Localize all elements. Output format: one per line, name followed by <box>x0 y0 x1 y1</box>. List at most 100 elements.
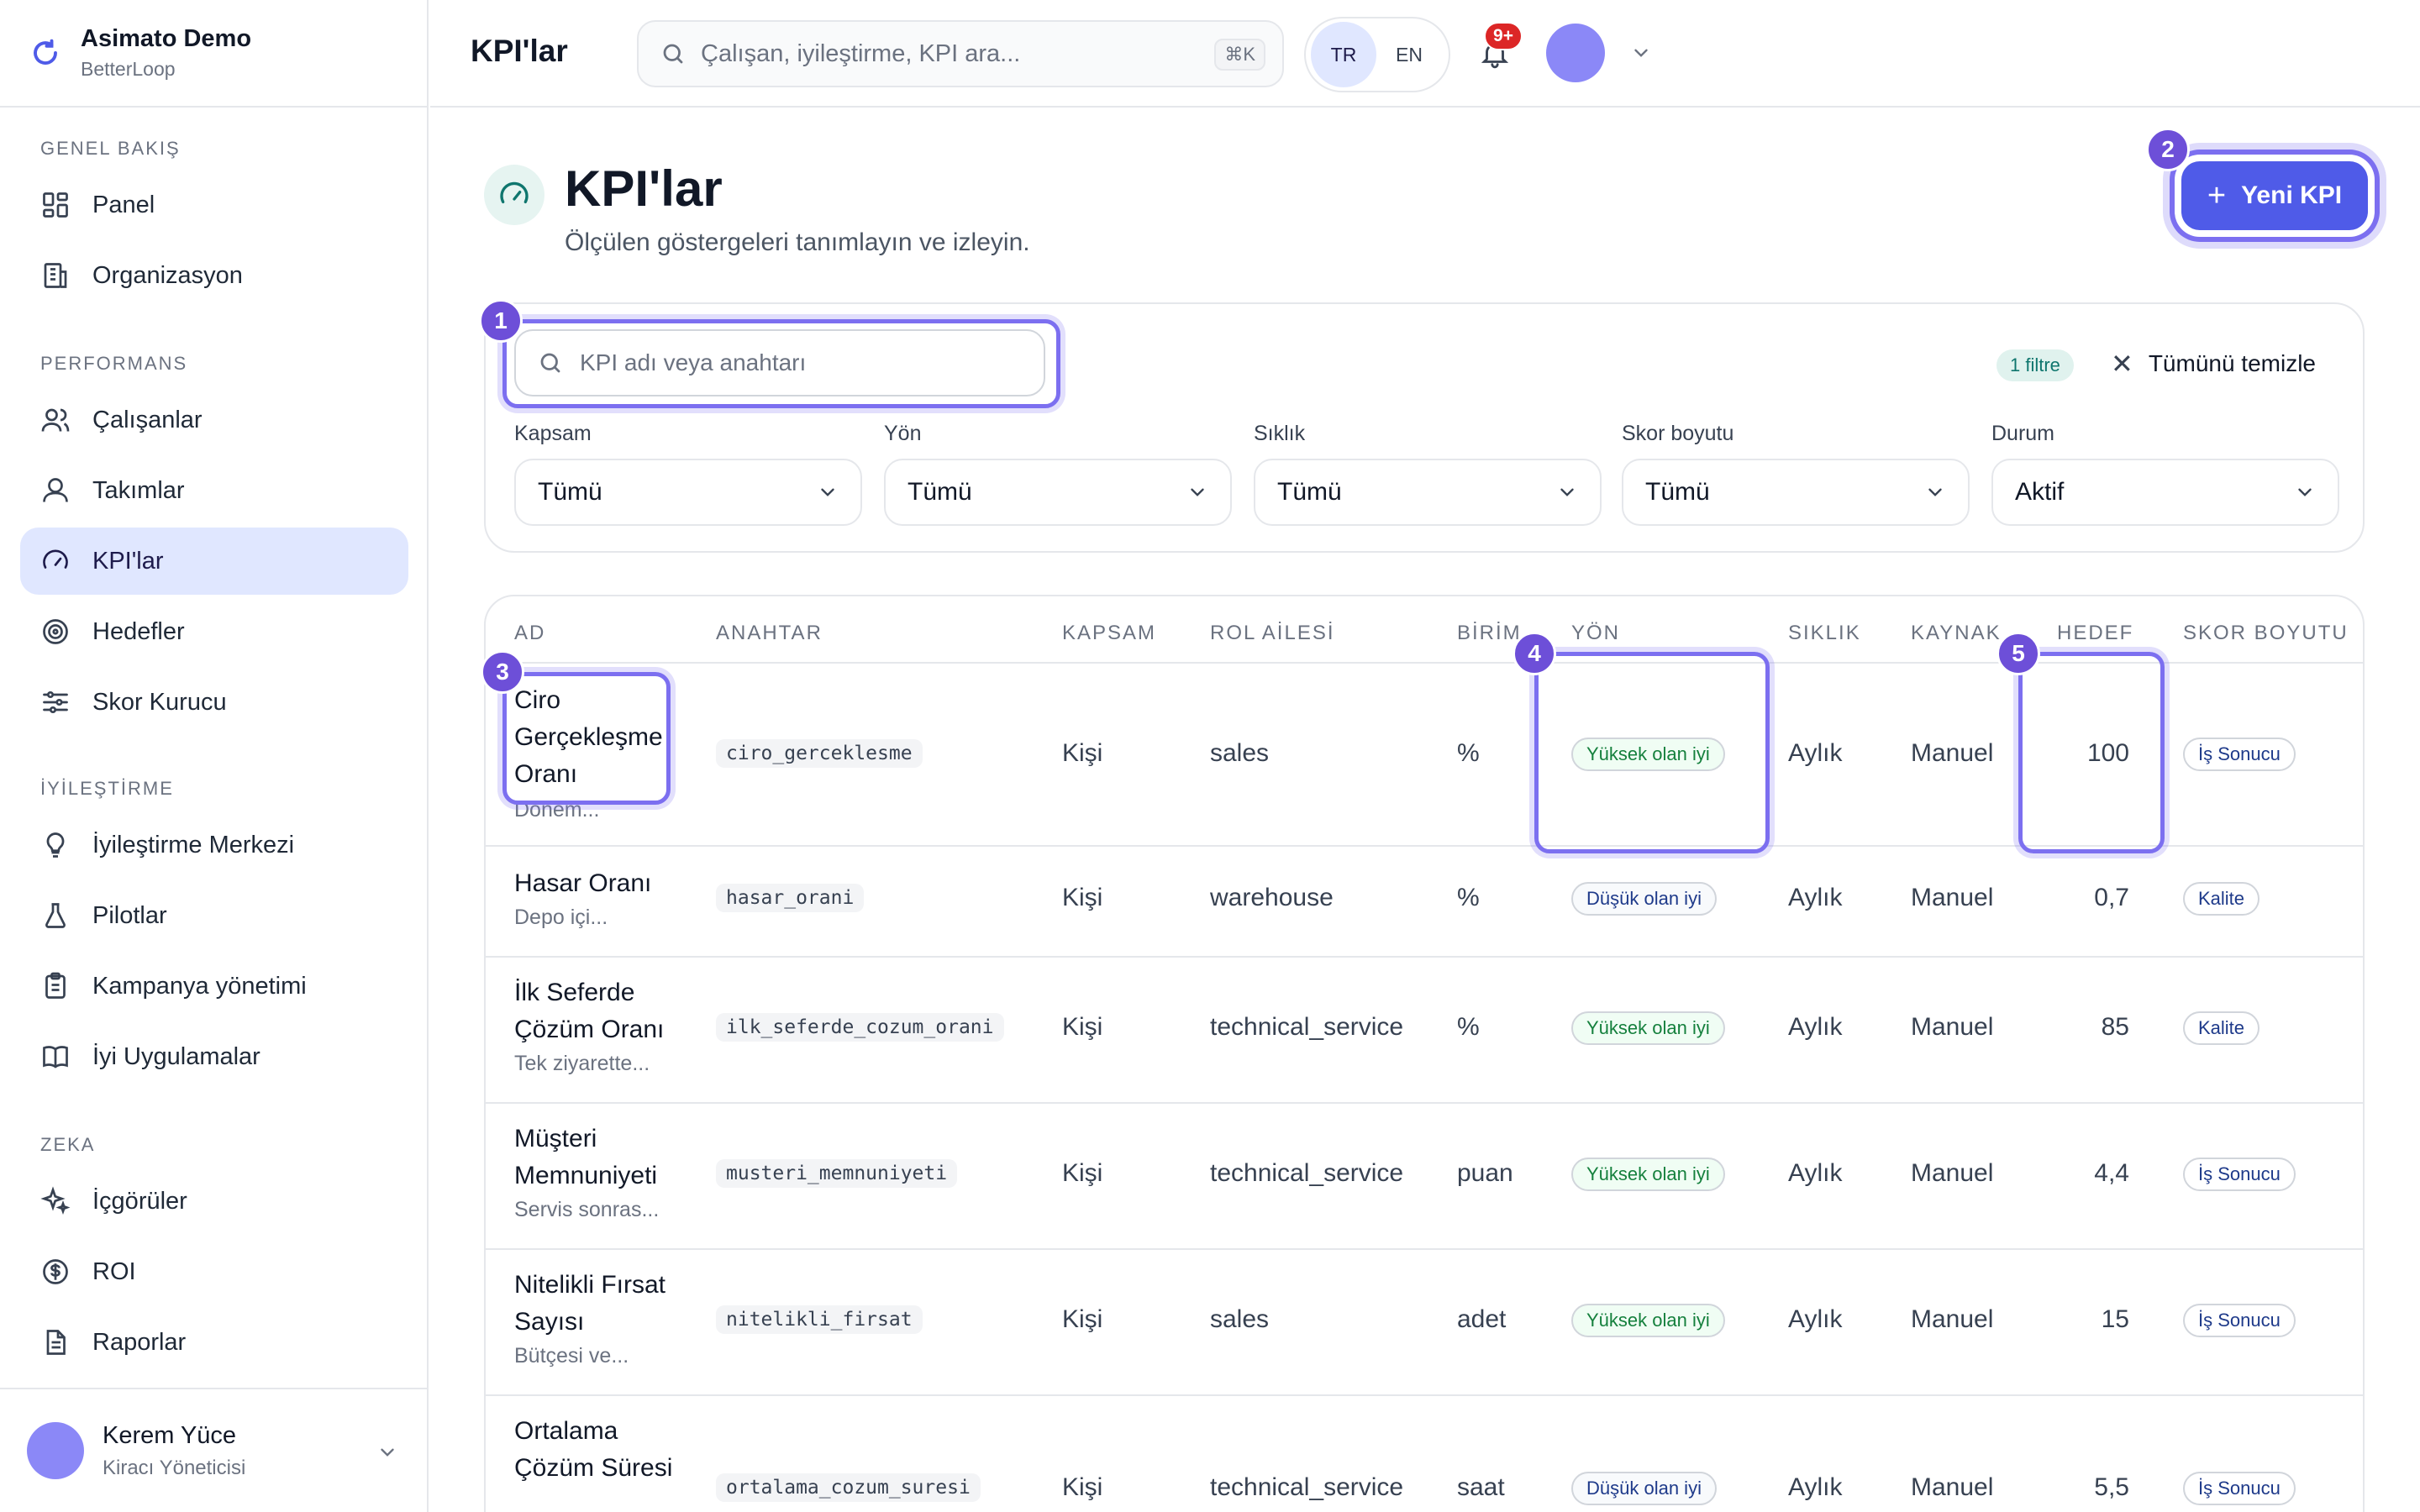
plus-icon: + <box>2207 177 2227 213</box>
sidebar-item-label: Takımlar <box>92 476 185 504</box>
kpi-name[interactable]: Ortalama Çözüm Süresi <box>514 1417 673 1482</box>
sidebar-item-icgoruler[interactable]: İçgörüler <box>20 1168 408 1235</box>
kpi-name[interactable]: Hasar Oranı <box>514 869 652 897</box>
sidebar-item-iyi-uygulamalar[interactable]: İyi Uygulamalar <box>20 1023 408 1090</box>
filter-count-badge: 1 filtre <box>1996 349 2074 381</box>
kpi-direction-badge: Yüksek olan iyi <box>1571 1158 1725 1191</box>
user-name: Kerem Yüce <box>103 1421 237 1449</box>
brand[interactable]: Asimato Demo BetterLoop <box>0 0 427 108</box>
kpi-source: Manuel <box>1911 1013 1994 1041</box>
column-header-yon[interactable]: YÖN <box>1571 622 1621 644</box>
sidebar-item-skor-kurucu[interactable]: Skor Kurucu <box>20 669 408 736</box>
sidebar-item-label: Çalışanlar <box>92 406 203 433</box>
kpi-score-dimension-badge: İş Sonucu <box>2183 1472 2296 1505</box>
kpi-search-input[interactable]: KPI adı veya anahtarı <box>514 329 1045 396</box>
kpi-direction-badge: Düşük olan iyi <box>1571 1472 1717 1505</box>
clear-filters-label: Tümünü temizle <box>2148 350 2316 376</box>
column-header-hedef[interactable]: HEDEF <box>2057 622 2134 644</box>
filter-select-kapsam[interactable]: Tümü <box>514 459 862 526</box>
sidebar-item-panel[interactable]: Panel <box>20 171 408 239</box>
kpi-target: 85 <box>2101 1013 2129 1041</box>
kpi-source: Manuel <box>1911 739 1994 767</box>
sidebar-item-calisanlar[interactable]: Çalışanlar <box>20 386 408 454</box>
kpi-name[interactable]: Ciro Gerçekleşme Oranı <box>514 686 663 788</box>
dollar-icon <box>43 1259 68 1284</box>
profile-avatar[interactable] <box>1546 24 1605 82</box>
refresh-logo-icon <box>34 39 57 65</box>
page-gauge-icon <box>484 165 544 225</box>
chevron-down-icon <box>1560 488 1574 496</box>
filter-label-durum: Durum <box>1991 422 2055 445</box>
sidebar-item-hedefler[interactable]: Hedefler <box>20 598 408 665</box>
lang-en-button[interactable]: EN <box>1396 43 1423 66</box>
close-icon: ✕ <box>2111 349 2133 379</box>
table-row[interactable]: Hasar Oranı Depo içi... hasar_orani Kişi… <box>486 845 2363 956</box>
sidebar-item-label: Raporlar <box>92 1328 187 1356</box>
nav-section-performance: PERFORMANS <box>40 353 188 374</box>
kpi-name[interactable]: Müşteri Memnuniyeti <box>514 1125 658 1189</box>
sidebar-item-roi[interactable]: ROI <box>20 1238 408 1305</box>
filter-select-siklik[interactable]: Tümü <box>1254 459 1602 526</box>
column-header-birim[interactable]: BİRİM <box>1457 622 1522 644</box>
column-header-skor-boyutu[interactable]: SKOR BOYUTU <box>2183 622 2349 644</box>
kpi-frequency: Aylık <box>1788 1473 1843 1501</box>
chevron-down-icon[interactable] <box>1630 42 1652 64</box>
sparkles-icon <box>40 1186 71 1215</box>
sidebar-item-raporlar[interactable]: Raporlar <box>20 1309 408 1376</box>
sidebar-item-iyilestirme-merkezi[interactable]: İyileştirme Merkezi <box>20 811 408 879</box>
sidebar-item-kampanya-yonetimi[interactable]: Kampanya yönetimi <box>20 953 408 1020</box>
annotation-marker-1: 1 <box>479 299 523 343</box>
kpi-description: Tek ziyarette... <box>514 1052 650 1075</box>
kpi-table: AD ANAHTAR KAPSAM ROL AİLESİ BİRİM YÖN S… <box>484 595 2365 1512</box>
kpi-score-dimension-badge: İş Sonucu <box>2183 738 2296 771</box>
notification-badge: 9+ <box>1484 22 1523 50</box>
annotation-marker-5: 5 <box>1996 632 2040 675</box>
filter-label-yon: Yön <box>884 422 922 445</box>
kpi-unit: puan <box>1457 1159 1513 1187</box>
column-header-rol-ailesi[interactable]: ROL AİLESİ <box>1210 622 1335 644</box>
lang-tr-button[interactable]: TR <box>1311 22 1376 87</box>
topbar: KPI'lar Çalışan, iyileştirme, KPI ara...… <box>430 0 2420 108</box>
column-header-ad[interactable]: AD <box>514 622 546 644</box>
book-icon <box>43 1046 68 1068</box>
clear-filters-button[interactable]: ✕ Tümünü temizle <box>2111 348 2316 380</box>
grid-icon <box>43 192 68 218</box>
sidebar: Asimato Demo BetterLoop GENEL BAKIŞ Pane… <box>0 0 429 1512</box>
user-menu[interactable]: Kerem Yüce Kiracı Yöneticisi <box>0 1388 427 1512</box>
sidebar-item-takimlar[interactable]: Takımlar <box>20 457 408 524</box>
table-row[interactable]: Ciro Gerçekleşme Oranı Dönem... ciro_ger… <box>486 662 2363 845</box>
filter-select-skor-boyutu[interactable]: Tümü <box>1622 459 1970 526</box>
sidebar-item-label: Kampanya yönetimi <box>92 972 307 1000</box>
sidebar-item-kpilar[interactable]: KPI'lar <box>20 528 408 595</box>
kpi-role-family: technical_service <box>1210 1159 1404 1187</box>
kpi-key: ciro_gerceklesme <box>716 739 923 768</box>
kpi-score-dimension-badge: Kalite <box>2183 1011 2260 1045</box>
global-search-input[interactable]: Çalışan, iyileştirme, KPI ara... ⌘K <box>637 20 1284 87</box>
kpi-name[interactable]: Nitelikli Fırsat Sayısı <box>514 1271 666 1336</box>
kpi-direction-badge: Yüksek olan iyi <box>1571 738 1725 771</box>
table-row[interactable]: Nitelikli Fırsat Sayısı Bütçesi ve... ni… <box>486 1248 2363 1394</box>
kpi-source: Manuel <box>1911 1305 1994 1333</box>
kpi-unit: adet <box>1457 1305 1507 1333</box>
kpi-description: Bütçesi ve... <box>514 1344 629 1368</box>
kpi-scope: Kişi <box>1062 739 1103 767</box>
column-header-kapsam[interactable]: KAPSAM <box>1062 622 1157 644</box>
kpi-direction-badge: Düşük olan iyi <box>1571 882 1717 916</box>
filter-select-durum[interactable]: Aktif <box>1991 459 2339 526</box>
sidebar-item-organizasyon[interactable]: Organizasyon <box>20 242 408 309</box>
nav-section-overview: GENEL BAKIŞ <box>40 138 181 159</box>
table-row[interactable]: İlk Seferde Çözüm Oranı Tek ziyarette...… <box>486 956 2363 1102</box>
kpi-target: 0,7 <box>2094 884 2129 911</box>
table-row[interactable]: Müşteri Memnuniyeti Servis sonras... mus… <box>486 1102 2363 1248</box>
filter-select-yon[interactable]: Tümü <box>884 459 1232 526</box>
kpi-key: ortalama_cozum_suresi <box>716 1473 981 1502</box>
column-header-anahtar[interactable]: ANAHTAR <box>716 622 823 644</box>
column-header-siklik[interactable]: SIKLIK <box>1788 622 1861 644</box>
column-header-kaynak[interactable]: KAYNAK <box>1911 622 2002 644</box>
table-row[interactable]: Ortalama Çözüm Süresi ortalama_cozum_sur… <box>486 1394 2363 1512</box>
sidebar-item-pilotlar[interactable]: Pilotlar <box>20 882 408 949</box>
kpi-unit: % <box>1457 1013 1480 1041</box>
filter-value: Tümü <box>908 478 972 506</box>
new-kpi-button[interactable]: + Yeni KPI <box>2181 161 2368 230</box>
kpi-name[interactable]: İlk Seferde Çözüm Oranı <box>514 979 665 1043</box>
